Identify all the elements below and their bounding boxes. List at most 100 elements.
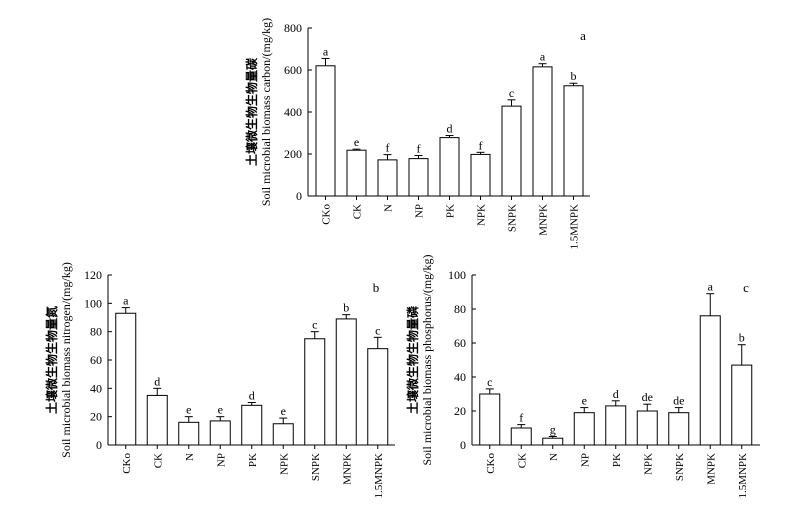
y-axis-title-chinese: 土壤微生物生物量磷 <box>405 305 420 414</box>
x-category-label: NPK <box>278 453 290 475</box>
bar <box>367 348 389 446</box>
y-axis-title-english: Soil microbial biomass nitrogen/(mg/kg) <box>59 262 73 458</box>
bar <box>241 404 263 446</box>
bar <box>315 65 336 197</box>
x-category-label: NP <box>215 453 227 467</box>
y-tick-label: 600 <box>284 63 302 77</box>
x-category-label: CKo <box>321 204 333 225</box>
significance-letter: c <box>312 318 317 332</box>
significance-letter: d <box>249 389 255 403</box>
x-category-label: MNPK <box>341 453 353 485</box>
x-category-label: PK <box>247 453 259 467</box>
bar <box>510 427 532 446</box>
significance-letter: de <box>642 390 653 404</box>
x-category-label: N <box>383 204 395 212</box>
y-tick-label: 40 <box>90 381 102 395</box>
x-category-label: CK <box>352 204 364 219</box>
x-category-label: NPK <box>476 204 488 226</box>
x-category-label: 1.5MNPK <box>569 204 581 250</box>
bar <box>479 393 501 446</box>
x-category-label: N <box>184 453 196 461</box>
y-tick-label: 0 <box>96 438 102 452</box>
bar <box>532 66 553 197</box>
significance-letter: a <box>323 44 329 58</box>
x-category-label: MNPK <box>705 453 717 485</box>
x-category-label: NP <box>579 453 591 467</box>
significance-letter: e <box>218 403 223 417</box>
bar <box>377 159 398 197</box>
x-category-label: N <box>548 453 560 461</box>
bar <box>470 153 491 197</box>
bar <box>335 318 357 446</box>
significance-letter: a <box>540 50 546 64</box>
significance-letter: c <box>487 375 492 389</box>
x-category-label: NP <box>414 204 426 218</box>
x-category-label: CKo <box>485 453 497 474</box>
panel-label: a <box>580 28 586 43</box>
x-category-label: 1.5MNPK <box>737 453 749 499</box>
bar <box>346 149 367 197</box>
significance-letter: de <box>673 394 684 408</box>
y-axis-title-chinese: 土壤微生物生物量碳 <box>244 57 259 166</box>
bar <box>272 423 294 446</box>
y-tick-label: 0 <box>296 189 302 203</box>
bar <box>115 312 137 446</box>
significance-letter: f <box>417 141 421 155</box>
bar <box>636 410 658 446</box>
bar <box>542 437 564 446</box>
bar <box>501 105 522 197</box>
y-tick-label: 60 <box>454 336 466 350</box>
significance-letter: f <box>519 411 523 425</box>
chart-panel-c: 0 20 40 60 80 100 c CKo f CK g Ne NP d PK de NPK de SNPK a M… <box>405 255 760 499</box>
bar <box>178 421 200 446</box>
significance-letter: a <box>708 280 714 294</box>
bar <box>304 338 326 446</box>
bar <box>668 412 690 446</box>
bar <box>563 85 584 197</box>
y-tick-label: 400 <box>284 105 302 119</box>
x-category-label: SNPK <box>674 453 686 481</box>
significance-letter: a <box>123 294 129 308</box>
x-category-label: CK <box>152 453 164 468</box>
y-tick-label: 20 <box>454 404 466 418</box>
bar <box>439 137 460 197</box>
chart-panel-b: 0 20 40 60 80 100 120 a CKo d CK e Ne NP d PK e NPK c SNPK b… <box>44 262 395 499</box>
x-category-label: MNPK <box>538 204 550 236</box>
y-tick-label: 60 <box>90 353 102 367</box>
significance-letter: d <box>613 387 619 401</box>
y-tick-label: 80 <box>90 325 102 339</box>
y-tick-label: 100 <box>84 296 102 310</box>
significance-letter: b <box>343 301 349 315</box>
y-tick-label: 80 <box>454 302 466 316</box>
significance-letter: f <box>479 138 483 152</box>
significance-letter: c <box>375 323 380 337</box>
bar <box>573 412 595 446</box>
x-category-label: PK <box>611 453 623 467</box>
significance-letter: b <box>739 331 745 345</box>
bar <box>605 405 627 446</box>
significance-letter: d <box>154 374 160 388</box>
significance-letter: e <box>281 404 286 418</box>
bar <box>209 420 231 446</box>
significance-letter: e <box>582 394 587 408</box>
bar <box>408 158 429 197</box>
significance-letter: e <box>186 403 191 417</box>
y-tick-label: 20 <box>90 410 102 424</box>
y-tick-label: 40 <box>454 370 466 384</box>
x-category-label: 1.5MNPK <box>373 453 385 499</box>
bar <box>699 315 721 446</box>
y-tick-label: 120 <box>84 268 102 282</box>
y-axis-title-chinese: 土壤微生物生物量氮 <box>44 306 59 414</box>
bar <box>146 394 168 446</box>
y-tick-label: 200 <box>284 147 302 161</box>
significance-letter: f <box>386 141 390 155</box>
x-category-label: CK <box>516 453 528 468</box>
y-axis-title-english: Soil microbial biomass carbon/(mg/kg) <box>259 18 273 206</box>
y-tick-label: 800 <box>284 21 302 35</box>
x-category-label: PK <box>445 204 457 218</box>
y-tick-label: 100 <box>448 268 466 282</box>
panel-label: b <box>373 280 380 295</box>
significance-letter: d <box>447 122 453 136</box>
